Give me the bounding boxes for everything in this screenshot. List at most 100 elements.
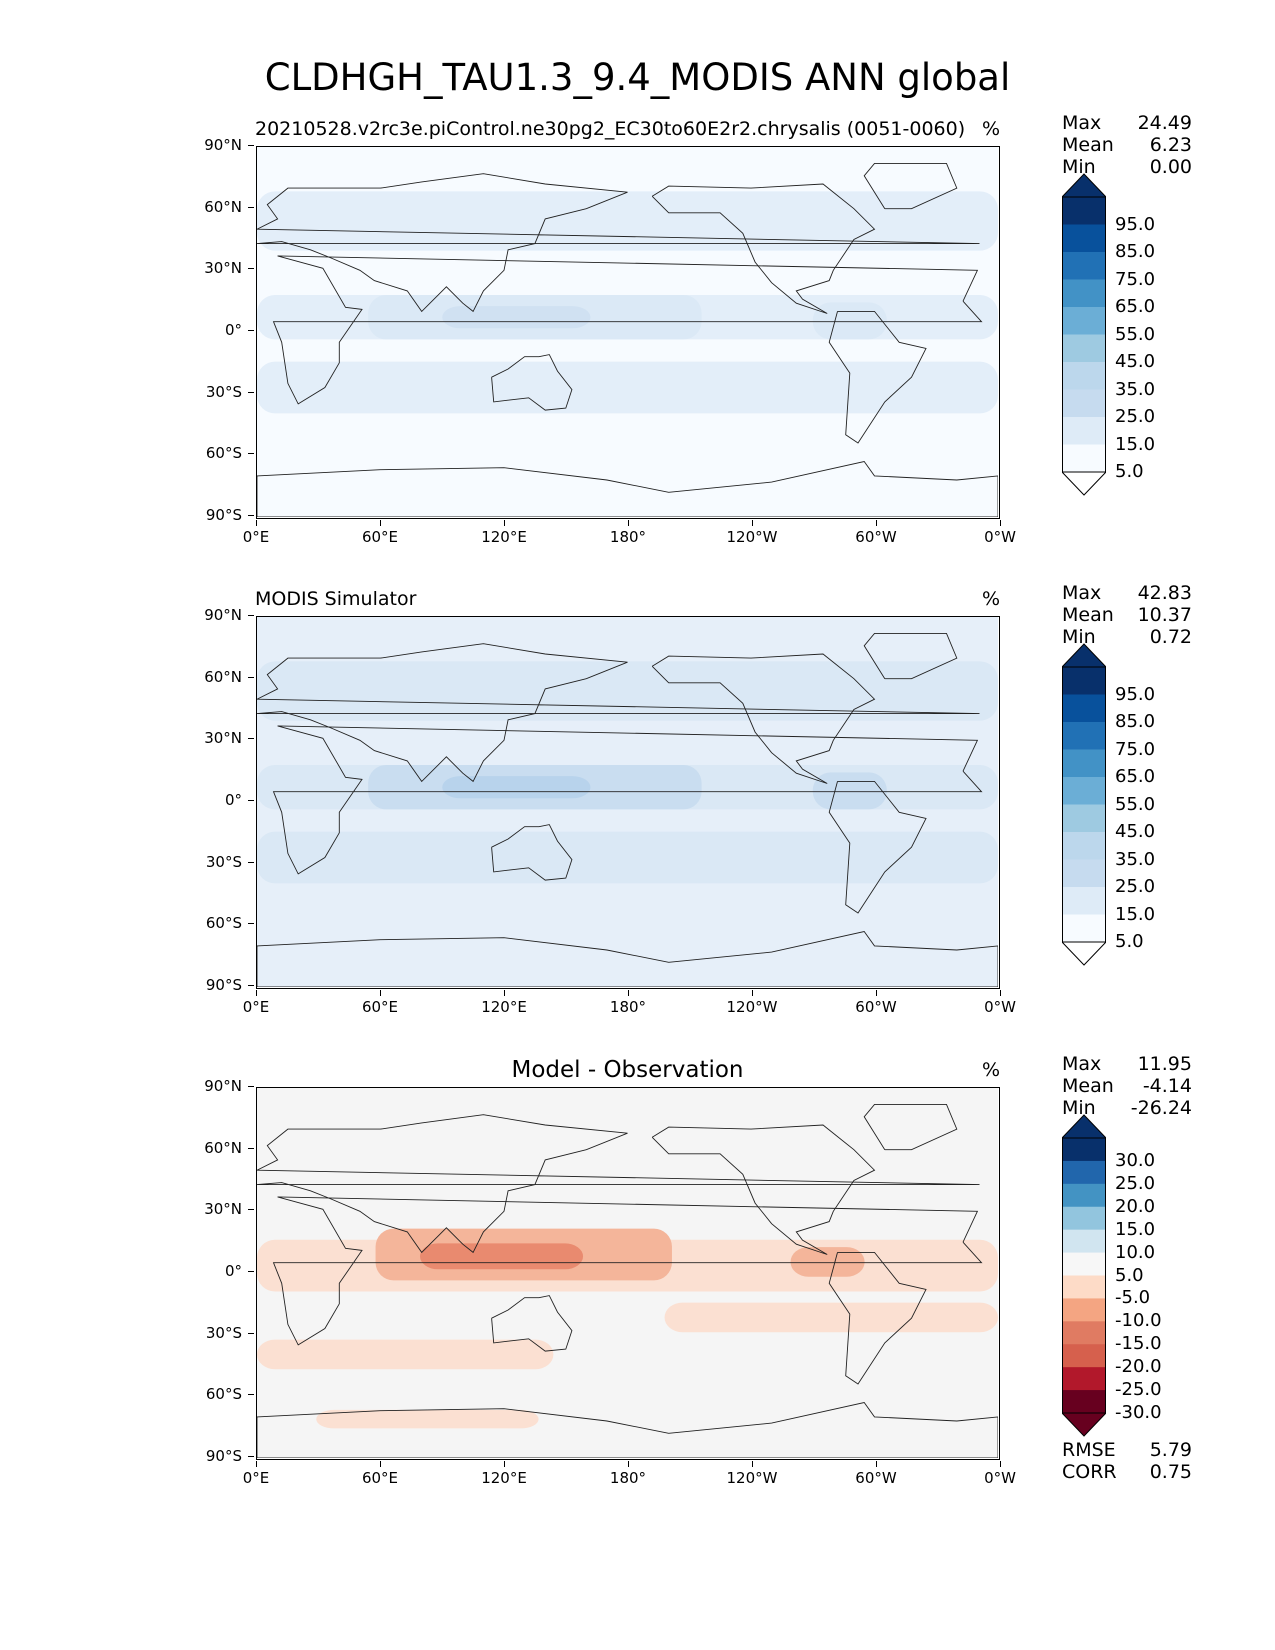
y-tick-label: 60°S — [196, 444, 254, 462]
y-tick-label: 30°N — [196, 1200, 254, 1218]
colorbar-tick-label: 25.0 — [1115, 406, 1156, 427]
coastline-australia — [491, 824, 573, 881]
colorbar-tick-label: -10.0 — [1115, 1310, 1162, 1332]
colorbar-tick-label: 55.0 — [1115, 323, 1156, 345]
x-tick-label: 60°E — [340, 1461, 420, 1487]
colorbar-tick-label: 35.0 — [1115, 848, 1156, 870]
x-tick-label: 120°W — [712, 1461, 792, 1487]
x-tick-label: 180° — [588, 990, 668, 1016]
colorbar-tick-label: 95.0 — [1115, 213, 1156, 235]
min-value: -26.24 — [1130, 1097, 1192, 1119]
field-contour — [257, 831, 998, 884]
coastline-greenland — [863, 632, 958, 680]
colorbar-svg — [1060, 1114, 1108, 1437]
colorbar-segment — [1062, 1367, 1106, 1391]
x-tick-label: 180° — [588, 1461, 668, 1487]
field-contour — [420, 1243, 584, 1270]
colorbar-extend-top — [1060, 173, 1108, 198]
coastline-samerica — [828, 780, 927, 914]
coastline-greenland — [863, 162, 958, 210]
colorbar-tick-label: 30.0 — [1115, 1149, 1156, 1171]
map-plot — [256, 146, 1000, 519]
colorbar-tick-label: 65.0 — [1115, 296, 1156, 317]
colorbar-svg — [1060, 173, 1108, 496]
colorbar-segment — [1062, 417, 1106, 445]
field-contour — [316, 1409, 539, 1429]
colorbar-segment — [1062, 667, 1106, 695]
field-contour — [664, 1302, 998, 1333]
panel-observation: MODIS Simulator % Max 42.83 Mean 10.37 Min… — [0, 582, 1275, 1052]
field-contour — [257, 661, 998, 721]
y-tick-label: 0° — [196, 321, 254, 339]
colorbar-segment — [1062, 1252, 1106, 1276]
colorbar-tick-label: 95.0 — [1115, 683, 1156, 705]
colorbar-tick-label: 5.0 — [1115, 1264, 1144, 1286]
panel-title: MODIS Simulator — [255, 588, 417, 610]
field-contour — [257, 191, 998, 251]
min-value: 0.72 — [1149, 626, 1192, 648]
field-contour — [812, 302, 887, 340]
x-tick-label: 120°E — [464, 1461, 544, 1487]
x-tick-label: 60°W — [836, 1461, 916, 1487]
map-plot — [256, 1087, 1000, 1460]
colorbar-tick-label: -25.0 — [1115, 1379, 1162, 1401]
x-tick-label: 0°E — [216, 520, 296, 546]
mean-value: -4.14 — [1142, 1075, 1192, 1097]
field-contour — [790, 1247, 865, 1277]
y-tick-label: 60°N — [196, 198, 254, 216]
mean-label: Mean — [1062, 134, 1114, 156]
colorbar-segment — [1062, 1390, 1106, 1414]
x-tick-label: 0°E — [216, 1461, 296, 1487]
x-tick-label: 60°E — [340, 520, 420, 546]
colorbar-segment — [1062, 1298, 1106, 1322]
colorbar-tick-label: 55.0 — [1115, 793, 1156, 815]
y-tick-label: 30°S — [196, 853, 254, 871]
y-tick-label: 60°S — [196, 914, 254, 932]
colorbar-tick-label: 10.0 — [1115, 1241, 1156, 1263]
corr-value: 0.75 — [1149, 1461, 1192, 1483]
map-field — [257, 1088, 998, 1458]
x-tick-label: 120°E — [464, 990, 544, 1016]
x-tick-label: 0°W — [960, 520, 1040, 546]
units-label: % — [982, 1059, 1001, 1081]
colorbar-segment — [1062, 859, 1106, 888]
max-label: Max — [1062, 582, 1102, 604]
colorbar — [1060, 1114, 1108, 1437]
colorbar-segment — [1062, 804, 1106, 833]
min-value: 0.00 — [1149, 156, 1192, 178]
y-tick-label: 0° — [196, 1262, 254, 1280]
x-tick-label: 120°W — [712, 990, 792, 1016]
y-tick-label: 60°N — [196, 1139, 254, 1157]
rmse-value: 5.79 — [1149, 1439, 1192, 1461]
colorbar-tick-label: 45.0 — [1115, 351, 1156, 372]
colorbar-tick-label: 75.0 — [1115, 738, 1156, 760]
y-tick-label: 30°N — [196, 729, 254, 747]
stats-box: Max 24.49 Mean 6.23 Min 0.00 — [1062, 112, 1192, 178]
colorbar-extend-bottom — [1060, 471, 1108, 496]
colorbar-tick-label: 85.0 — [1115, 241, 1156, 262]
coastline-namerica — [651, 1124, 876, 1255]
y-tick-label: 90°S — [196, 1447, 254, 1465]
coastline-australia — [491, 354, 573, 411]
coastline-namerica — [651, 183, 876, 314]
mean-value: 6.23 — [1149, 134, 1192, 156]
colorbar — [1060, 643, 1108, 966]
mean-label: Mean — [1062, 604, 1114, 626]
colorbar-tick-label: -30.0 — [1115, 1402, 1162, 1423]
colorbar-tick-label: 25.0 — [1115, 876, 1156, 897]
field-contour — [257, 361, 998, 414]
max-label: Max — [1062, 112, 1102, 134]
colorbar-segment — [1062, 722, 1106, 750]
mean-value: 10.37 — [1137, 604, 1192, 626]
colorbar-segment — [1062, 749, 1106, 778]
colorbar-svg — [1060, 643, 1108, 966]
colorbar-tick-label: -20.0 — [1115, 1356, 1162, 1378]
colorbar-segment — [1062, 362, 1106, 390]
colorbar-segment — [1062, 1344, 1106, 1368]
colorbar-tick-label: 75.0 — [1115, 268, 1156, 290]
min-label: Min — [1062, 1097, 1096, 1119]
y-tick-label: 90°S — [196, 976, 254, 994]
x-tick-label: 60°W — [836, 990, 916, 1016]
max-value: 24.49 — [1137, 112, 1192, 134]
colorbar-tick-label: 65.0 — [1115, 766, 1156, 787]
